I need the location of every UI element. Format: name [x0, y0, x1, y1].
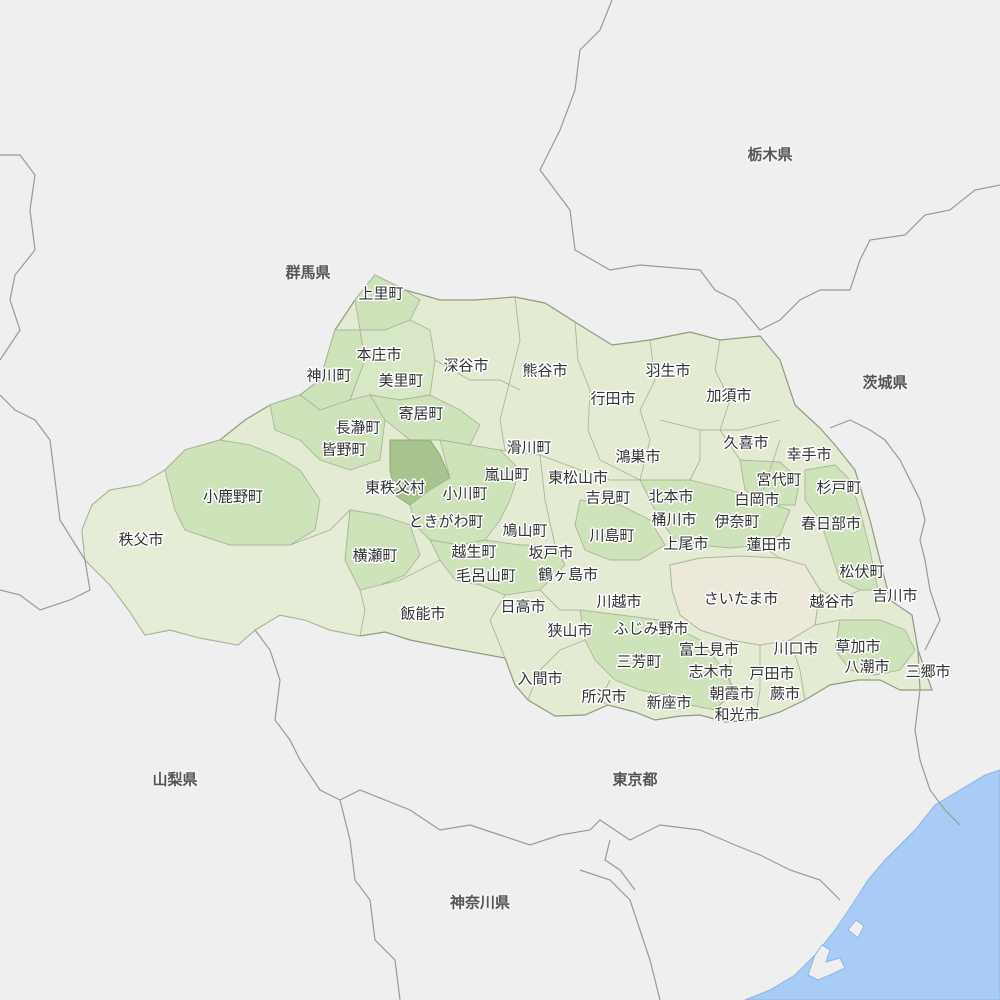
municipal-boundaries — [379, 296, 861, 721]
municipality-label: 滑川町 — [506, 439, 551, 457]
municipality-label: 三郷市 — [905, 663, 950, 681]
nagatoro-minano-area — [269, 394, 386, 471]
municipality-label: 八潮市 — [844, 658, 889, 676]
municipality-label: 所沢市 — [581, 688, 626, 706]
municipality-label: 小鹿野町 — [203, 488, 263, 506]
municipality-label: 杉戸町 — [816, 479, 861, 497]
municipality-label: さいたま市 — [704, 590, 779, 608]
municipality-label: 深谷市 — [443, 357, 488, 375]
prefecture-label: 栃木県 — [747, 146, 792, 164]
municipality-label: 蕨市 — [770, 685, 800, 703]
yokoze-area — [344, 509, 421, 591]
municipality-label: 本庄市 — [356, 346, 401, 364]
municipality-label: 東松山市 — [548, 469, 608, 487]
municipality-label: 三芳町 — [616, 653, 661, 671]
municipality-label: ときがわ町 — [408, 513, 483, 531]
municipality-label: 鶴ヶ島市 — [538, 566, 598, 584]
municipality-label: 伊奈町 — [714, 513, 759, 531]
municipality-label: 越谷市 — [809, 593, 854, 611]
municipality-label: 横瀬町 — [352, 547, 397, 565]
municipality-label: 羽生市 — [645, 362, 690, 380]
municipality-label: 吉川市 — [872, 587, 917, 605]
municipality-label: ふじみ野市 — [613, 620, 688, 638]
municipality-label: 新座市 — [646, 694, 691, 712]
municipality-label: 草加市 — [835, 638, 880, 656]
municipality-label: 狭山市 — [547, 622, 592, 640]
municipality-label: 松伏町 — [839, 563, 884, 581]
municipality-label: 和光市 — [714, 706, 759, 724]
municipality-label: 寄居町 — [398, 405, 443, 423]
municipality-label: 北本市 — [648, 488, 693, 506]
prefecture-label: 東京都 — [612, 771, 657, 789]
reclaimed-land — [807, 919, 865, 981]
municipality-label: 日高市 — [500, 598, 545, 616]
municipality-label: 行田市 — [590, 390, 635, 408]
municipality-label: 幸手市 — [786, 446, 831, 464]
municipality-label: 嵐山町 — [484, 466, 529, 484]
municipality-label: 白岡市 — [734, 491, 779, 509]
municipality-label: 神川町 — [306, 367, 351, 385]
miyashiro-area — [739, 459, 801, 506]
yorii-area — [369, 394, 481, 446]
moroyama-hatoyama-area — [429, 539, 566, 596]
saitama-city-area — [669, 555, 821, 646]
municipality-label: 蓮田市 — [746, 536, 791, 554]
prefecture-labels: 栃木県 群馬県 茨城県 山梨県 東京都 神奈川県 — [151, 144, 909, 913]
municipality-labels: 上里町 本庄市 神川町 美里町 深谷市 熊谷市 羽生市 行田市 加須市 寄居町 … — [117, 283, 952, 725]
prefecture-label: 山梨県 — [152, 771, 197, 789]
prefecture-label: 茨城県 — [862, 374, 907, 392]
municipality-label: 美里町 — [378, 372, 423, 390]
prefecture-label: 群馬県 — [285, 264, 330, 282]
municipality-label: 鳩山町 — [502, 522, 547, 540]
tokyo-bay — [744, 769, 1000, 1000]
municipality-label: 春日部市 — [801, 515, 861, 533]
soka-yashio-area — [834, 619, 916, 676]
municipality-label: 毛呂山町 — [456, 567, 516, 585]
municipality-label: 熊谷市 — [522, 362, 567, 380]
municipality-label: 久喜市 — [723, 434, 768, 452]
municipality-label: 秩父市 — [118, 531, 163, 549]
municipality-label: 川越市 — [596, 593, 641, 611]
southeast-green-area — [579, 609, 736, 711]
kitamoto-ina-area — [639, 479, 791, 549]
municipality-label: 鴻巣市 — [615, 448, 660, 466]
municipality-label: 長瀞町 — [335, 419, 380, 437]
kawajima-area — [574, 499, 666, 561]
municipality-label: 加須市 — [706, 387, 751, 405]
municipality-label: 川口市 — [773, 640, 818, 658]
municipality-label: 坂戸市 — [528, 544, 573, 562]
municipality-label: 東秩父村 — [365, 479, 425, 497]
municipality-label: 上尾市 — [663, 535, 708, 553]
municipality-label: 入間市 — [517, 670, 562, 688]
ogano-area — [164, 439, 321, 546]
municipality-label: 桶川市 — [651, 511, 696, 529]
municipality-label: 飯能市 — [400, 605, 445, 623]
sugito-matsubushi-area — [804, 464, 879, 591]
municipality-label: 上里町 — [358, 285, 403, 303]
municipality-label: 富士見市 — [679, 641, 739, 659]
municipality-label: 越生町 — [451, 543, 496, 561]
municipality-label: 吉見町 — [585, 489, 630, 507]
municipality-label: 小川町 — [442, 485, 487, 503]
municipality-label: 宮代町 — [756, 471, 801, 489]
municipality-label: 川島町 — [589, 527, 634, 545]
prefecture-label: 神奈川県 — [450, 894, 510, 912]
municipality-label: 志木市 — [688, 663, 733, 681]
municipality-label: 皆野町 — [321, 441, 366, 459]
municipality-label: 戸田市 — [749, 665, 794, 683]
municipality-label: 朝霞市 — [709, 685, 754, 703]
